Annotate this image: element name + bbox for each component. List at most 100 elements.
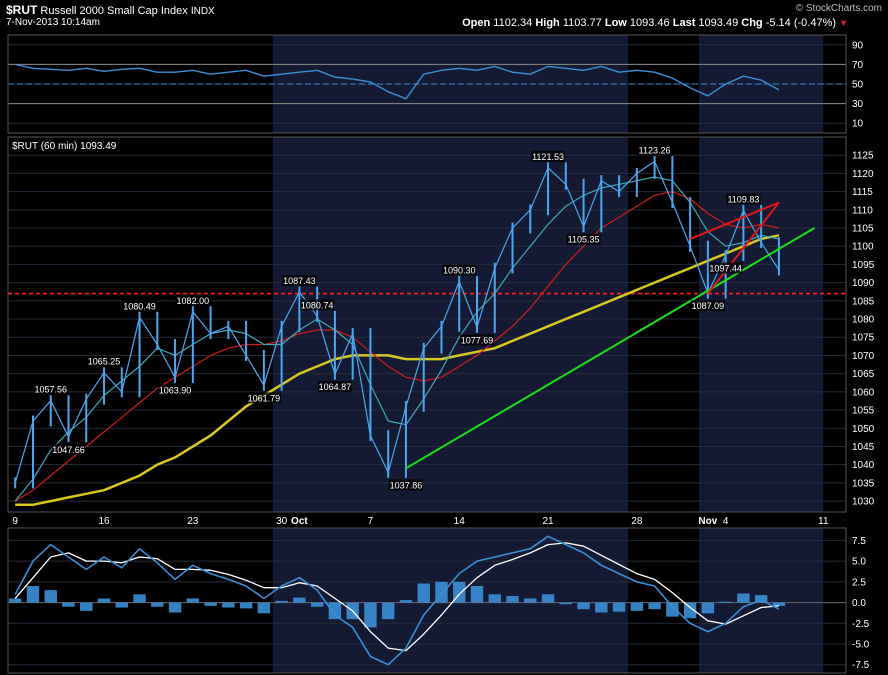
ma-short-line xyxy=(14,176,780,502)
price-tick-label: 1035 xyxy=(852,478,875,489)
price-label-bg xyxy=(442,264,477,276)
macd-histogram-bar xyxy=(683,602,697,619)
rsi-tick-label: 90 xyxy=(852,40,864,51)
price-label-bg xyxy=(246,392,281,404)
price-tick-label: 1100 xyxy=(852,242,874,253)
x-tick-label: Oct xyxy=(291,516,308,527)
macd-line xyxy=(14,535,780,666)
macd-histogram-bar xyxy=(772,602,786,606)
macd-histogram-bar xyxy=(168,602,182,613)
x-tick-label: Nov xyxy=(698,516,717,527)
price-label-bg xyxy=(87,355,122,367)
price-tick-label: 1055 xyxy=(852,406,875,417)
macd-tick-label: -7.5 xyxy=(852,660,870,671)
macd-histogram-bar xyxy=(381,602,395,620)
price-annotation: 1064.87 xyxy=(319,382,352,392)
price-label-bg xyxy=(690,300,725,312)
rsi-tick-label: 10 xyxy=(852,119,864,130)
price-annotation: 1077.69 xyxy=(461,335,494,345)
price-annotation: 1061.79 xyxy=(248,393,281,403)
price-label-bg xyxy=(175,294,210,306)
symbol-label: $RUT xyxy=(6,3,38,17)
price-annotation: 1087.09 xyxy=(692,301,725,311)
price-tick-label: 1095 xyxy=(852,260,875,271)
rsi-tick-label: 30 xyxy=(852,99,864,110)
ohlc-readout: Open 1102.34 High 1103.77 Low 1093.46 La… xyxy=(462,17,848,29)
last-label: Last xyxy=(672,17,696,29)
macd-histogram-bar xyxy=(417,583,430,603)
price-annotation: 1105.35 xyxy=(568,235,600,245)
x-tick-label: 7 xyxy=(368,516,374,527)
macd-histogram-bar xyxy=(666,602,679,617)
macd-histogram-bar xyxy=(293,597,306,603)
macd-tick-label: 0.0 xyxy=(852,598,866,609)
open-value: 1102.34 xyxy=(493,17,533,29)
low-value: 1093.46 xyxy=(629,17,670,29)
macd-histogram-bar xyxy=(470,586,484,603)
price-frame xyxy=(7,136,847,513)
price-annotation: 1087.43 xyxy=(283,276,316,286)
macd-histogram-bar xyxy=(488,594,501,603)
price-tick-label: 1050 xyxy=(852,424,875,435)
shaded-period-band xyxy=(272,528,628,673)
price-annotation: 1080.49 xyxy=(123,301,156,311)
macd-tick-label: -2.5 xyxy=(852,619,870,630)
x-tick-label: 16 xyxy=(98,516,110,527)
price-tick-label: 1045 xyxy=(852,442,875,453)
price-annotation: 1057.56 xyxy=(34,385,67,395)
macd-histogram-bar xyxy=(524,598,537,603)
price-tick-label: 1065 xyxy=(852,369,875,380)
price-tick-label: 1070 xyxy=(852,351,875,362)
macd-histogram-bar xyxy=(133,594,146,603)
price-label-bg xyxy=(459,334,494,346)
price-tick-label: 1125 xyxy=(852,151,874,162)
price-tick-label: 1030 xyxy=(852,497,875,508)
macd-histogram-bar xyxy=(506,595,519,603)
price-label-bg xyxy=(51,443,86,455)
datetime-label: 7-Nov-2013 10:14am xyxy=(6,17,100,28)
macd-signal-line xyxy=(14,542,779,652)
macd-histogram-bar xyxy=(186,598,200,603)
price-annotation: 1065.25 xyxy=(88,357,121,367)
price-annotation: 1047.66 xyxy=(52,445,85,455)
ma-long-line xyxy=(15,234,780,506)
macd-histogram-bar xyxy=(754,595,768,603)
macd-histogram-bar xyxy=(612,602,626,612)
macd-tick-label: 2.5 xyxy=(852,577,866,588)
rsi-line xyxy=(15,63,780,100)
x-tick-label: 4 xyxy=(723,516,729,527)
macd-histogram-bar xyxy=(559,602,573,605)
price-label-bg xyxy=(637,144,672,156)
macd-histogram-bar xyxy=(541,594,555,603)
price-label-bg xyxy=(388,479,423,491)
price-tick-label: 1105 xyxy=(852,224,874,235)
price-tick-label: 1090 xyxy=(852,278,875,289)
macd-histogram-bar xyxy=(275,600,288,603)
price-annotation: 1090.30 xyxy=(443,266,476,276)
rsi-tick-label: 50 xyxy=(852,80,864,91)
macd-histogram-bar xyxy=(595,602,608,613)
shaded-period-band xyxy=(272,137,628,512)
price-annotation: 1121.53 xyxy=(532,152,564,162)
price-annotation: 1097.44 xyxy=(709,264,742,274)
macd-histogram-bar xyxy=(26,586,40,603)
macd-tick-label: 7.5 xyxy=(852,536,866,547)
last-value: 1093.49 xyxy=(698,17,739,29)
price-annotation: 1037.86 xyxy=(390,480,423,490)
macd-tick-label: 5.0 xyxy=(852,557,866,568)
macd-histogram-bar xyxy=(44,590,57,603)
chg-label: Chg xyxy=(741,17,763,29)
down-arrow-icon: ▼ xyxy=(839,18,848,28)
price-annotation: 1123.26 xyxy=(639,146,671,156)
macd-histogram-bar xyxy=(97,598,111,603)
price-line xyxy=(14,160,780,484)
macd-histogram-bar xyxy=(62,602,75,607)
macd-histogram-bar xyxy=(701,602,715,614)
price-label-bg xyxy=(300,299,335,311)
macd-histogram-bar xyxy=(719,601,732,603)
watermark: © StockCharts.com xyxy=(795,3,882,14)
macd-histogram-bar xyxy=(115,602,128,608)
rsi-tick-label: 70 xyxy=(852,60,864,71)
